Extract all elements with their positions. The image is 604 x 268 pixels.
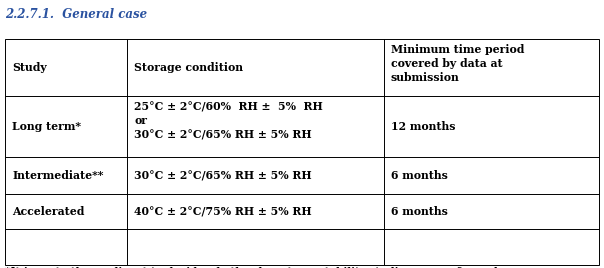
Text: Storage condition: Storage condition: [134, 62, 243, 73]
Text: Accelerated: Accelerated: [12, 206, 85, 217]
Text: 40°C ± 2°C/75% RH ± 5% RH: 40°C ± 2°C/75% RH ± 5% RH: [134, 206, 312, 217]
Text: 6 months: 6 months: [391, 170, 448, 181]
Text: 6 months: 6 months: [391, 206, 448, 217]
Text: Long term*: Long term*: [12, 121, 81, 132]
Text: 2.2.7.1.  General case: 2.2.7.1. General case: [5, 8, 147, 21]
Text: *It is up to the applicant to decide whether long term stability studies are per: *It is up to the applicant to decide whe…: [5, 267, 498, 268]
Text: 25°C ± 2°C/60%  RH ±  5%  RH
or
30°C ± 2°C/65% RH ± 5% RH: 25°C ± 2°C/60% RH ± 5% RH or 30°C ± 2°C/…: [134, 101, 323, 141]
Text: Study: Study: [12, 62, 47, 73]
Text: 30°C ± 2°C/65% RH ± 5% RH: 30°C ± 2°C/65% RH ± 5% RH: [134, 170, 312, 181]
Text: 12 months: 12 months: [391, 121, 455, 132]
Text: Intermediate**: Intermediate**: [12, 170, 103, 181]
Bar: [5, 39, 599, 265]
Text: Minimum time period
covered by data at
submission: Minimum time period covered by data at s…: [391, 44, 524, 83]
